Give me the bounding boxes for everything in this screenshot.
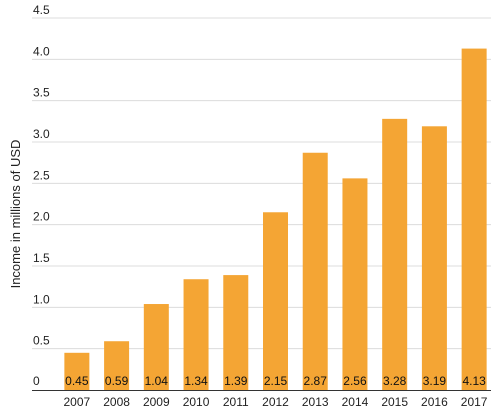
x-tick-label-2013: 2013	[302, 395, 329, 409]
bar-2008	[104, 341, 130, 390]
y-tick-label: 1.5	[33, 251, 50, 265]
data-labels: 0.45 0.59 1.04 1.34 1.39 2.15 2.87 2.56 3.28 3.19…	[65, 374, 486, 388]
bars	[64, 48, 487, 390]
x-axis-tick-labels: 2007 2008 2009 2010 2011 2012 2013 2014 2015 2016…	[64, 395, 488, 409]
data-label-2017: 4.13	[462, 374, 486, 388]
x-tick-label-2007: 2007	[64, 395, 91, 409]
y-tick-label: 1.0	[33, 292, 50, 306]
y-axis-tick-labels: 0 0.5 1.0 1.5 2.0 2.5 3.0 3.5 4.0 4.5	[33, 3, 50, 388]
data-label-2007: 0.45	[65, 374, 89, 388]
bar-2010	[183, 279, 209, 390]
bar-2009	[143, 304, 169, 390]
x-tick-label-2017: 2017	[461, 395, 488, 409]
y-tick-label: 2.5	[33, 168, 50, 182]
data-label-2016: 3.19	[423, 374, 447, 388]
y-tick-label: 3.0	[33, 127, 50, 141]
bar-2015	[382, 118, 408, 390]
x-tick-label-2010: 2010	[183, 395, 210, 409]
data-label-2010: 1.34	[184, 374, 208, 388]
data-label-2015: 3.28	[383, 374, 407, 388]
bar-2011	[223, 275, 249, 390]
x-tick-label-2009: 2009	[143, 395, 170, 409]
x-tick-label-2011: 2011	[223, 395, 249, 409]
data-label-2009: 1.04	[145, 374, 169, 388]
x-tick-label-2015: 2015	[381, 395, 408, 409]
bar-2016	[421, 126, 447, 390]
y-tick-label: 0.5	[33, 334, 50, 348]
x-tick-label-2012: 2012	[262, 395, 289, 409]
y-tick-label: 4.5	[33, 3, 50, 17]
data-label-2014: 2.56	[343, 374, 367, 388]
bar-2013	[302, 152, 328, 390]
bar-2014	[342, 178, 368, 390]
y-axis-title: Income in millions of USD	[8, 140, 23, 289]
bar-2012	[263, 212, 288, 390]
y-tick-label: 4.0	[33, 44, 50, 58]
data-label-2013: 2.87	[304, 374, 328, 388]
x-tick-label-2008: 2008	[103, 395, 130, 409]
y-tick-label: 3.5	[33, 86, 50, 100]
y-tick-label: 2.0	[33, 210, 50, 224]
y-tick-label: 0	[33, 374, 40, 388]
x-tick-label-2014: 2014	[342, 395, 369, 409]
data-label-2008: 0.59	[105, 374, 129, 388]
bar-2017	[461, 48, 487, 390]
bar-2007	[64, 352, 90, 390]
data-label-2011: 1.39	[224, 374, 248, 388]
data-label-2012: 2.15	[264, 374, 288, 388]
x-tick-label-2016: 2016	[421, 395, 448, 409]
gridlines	[32, 17, 491, 350]
